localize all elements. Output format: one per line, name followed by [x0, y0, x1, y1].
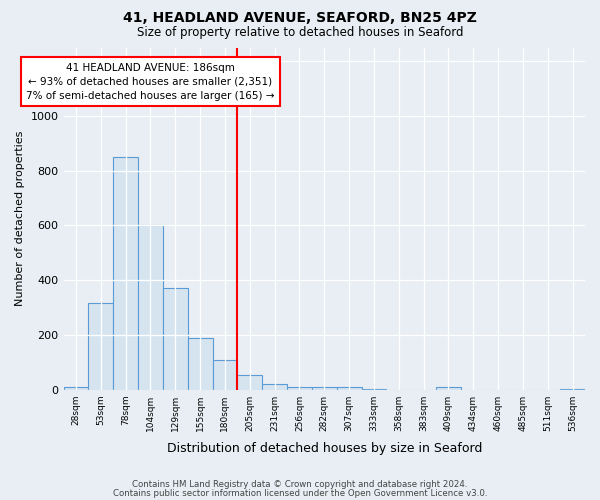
Bar — [436, 387, 461, 390]
Bar — [560, 389, 585, 390]
Bar — [88, 304, 113, 390]
Text: Size of property relative to detached houses in Seaford: Size of property relative to detached ho… — [137, 26, 463, 39]
Text: 41, HEADLAND AVENUE, SEAFORD, BN25 4PZ: 41, HEADLAND AVENUE, SEAFORD, BN25 4PZ — [123, 11, 477, 25]
Text: Contains public sector information licensed under the Open Government Licence v3: Contains public sector information licen… — [113, 488, 487, 498]
Bar — [138, 226, 163, 390]
Bar — [64, 387, 88, 390]
Bar — [238, 374, 262, 390]
Bar — [262, 384, 287, 390]
Text: Contains HM Land Registry data © Crown copyright and database right 2024.: Contains HM Land Registry data © Crown c… — [132, 480, 468, 489]
Bar — [312, 387, 337, 390]
Bar — [337, 387, 362, 390]
Bar — [212, 360, 238, 390]
Bar — [163, 288, 188, 390]
Text: 41 HEADLAND AVENUE: 186sqm
← 93% of detached houses are smaller (2,351)
7% of se: 41 HEADLAND AVENUE: 186sqm ← 93% of deta… — [26, 62, 275, 100]
Bar — [113, 157, 138, 390]
X-axis label: Distribution of detached houses by size in Seaford: Distribution of detached houses by size … — [167, 442, 482, 455]
Y-axis label: Number of detached properties: Number of detached properties — [15, 131, 25, 306]
Bar — [188, 338, 212, 390]
Bar — [362, 389, 386, 390]
Bar — [287, 387, 312, 390]
